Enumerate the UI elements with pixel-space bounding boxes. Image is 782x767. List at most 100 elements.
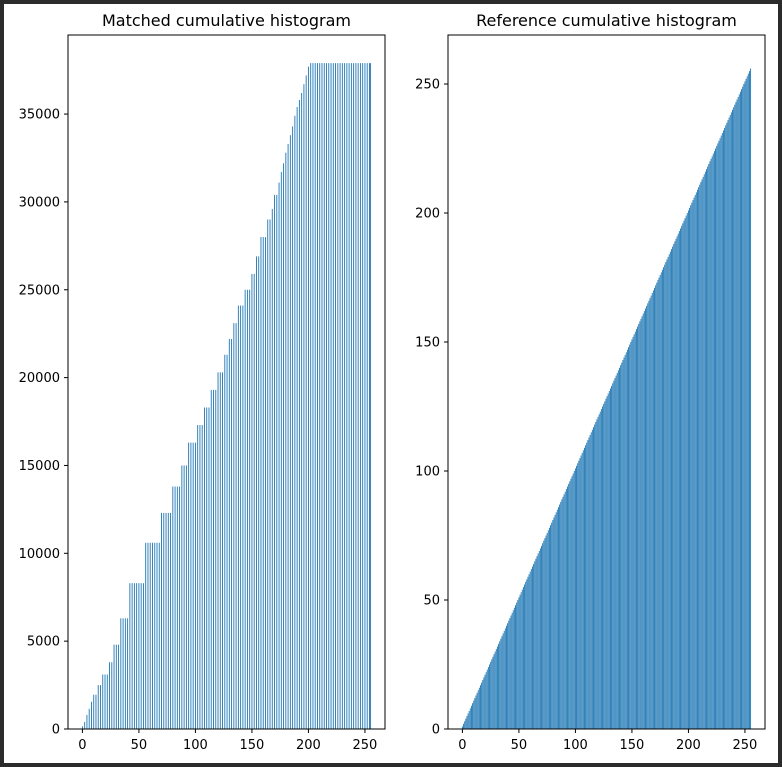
bar (167, 512, 169, 729)
bar (693, 197, 695, 730)
bar (695, 192, 697, 729)
bar (508, 620, 510, 729)
x-tick-label: 100 (183, 738, 208, 753)
bar (732, 109, 733, 729)
bar (332, 63, 334, 730)
bar (613, 380, 615, 729)
bar (548, 527, 550, 729)
bar (584, 447, 585, 729)
bar (593, 427, 594, 729)
bar (485, 672, 487, 729)
right-chart-title: Reference cumulative histogram (476, 11, 737, 30)
bar (643, 311, 645, 729)
bar (711, 156, 713, 729)
bar (545, 535, 547, 729)
bar (663, 267, 665, 729)
bar (355, 63, 357, 730)
y-tick-label: 20000 (19, 371, 60, 386)
bar (605, 398, 607, 729)
bar (602, 406, 603, 729)
bar (672, 246, 674, 730)
bar (307, 66, 309, 729)
bar (568, 483, 570, 729)
bar (573, 471, 575, 729)
bar (231, 338, 233, 729)
bar (303, 84, 305, 729)
bar (224, 354, 226, 729)
bar (698, 187, 700, 730)
bar (133, 583, 135, 729)
right-chart: Reference cumulative histogram 0 50 100 150… (415, 11, 766, 753)
bar (589, 434, 591, 729)
y-tick-label: 25000 (19, 283, 60, 298)
bar (486, 669, 488, 729)
x-tick-label: 150 (620, 738, 645, 753)
bar (615, 375, 617, 729)
bar (562, 496, 564, 729)
bar (550, 525, 552, 729)
bar (498, 643, 500, 729)
bar (738, 94, 740, 730)
bar (481, 682, 483, 729)
x-tick-label: 50 (131, 738, 148, 753)
bar (271, 208, 273, 729)
bar (364, 63, 366, 730)
bar (185, 465, 187, 729)
bar (246, 289, 248, 729)
bar (687, 210, 689, 729)
axes-frame (67, 34, 386, 730)
y-tick-label: 15000 (19, 459, 60, 474)
bar (517, 600, 519, 729)
bar (681, 225, 683, 729)
bar (649, 298, 651, 729)
bar (606, 396, 608, 729)
bar (301, 92, 303, 730)
bar (129, 583, 131, 729)
bar (233, 323, 235, 729)
bar (674, 241, 676, 729)
bar (274, 194, 275, 729)
bar (341, 63, 343, 730)
bar (321, 63, 323, 730)
bar (156, 542, 158, 729)
bar (190, 442, 192, 729)
y-tick-label: 35000 (19, 108, 60, 123)
bar (572, 473, 574, 729)
bar (567, 486, 568, 729)
bar (518, 597, 520, 729)
bar (527, 576, 529, 729)
bar (586, 442, 588, 729)
bar (594, 424, 596, 729)
bar (490, 661, 492, 729)
bar (298, 100, 300, 729)
bar (305, 75, 307, 729)
bar (138, 583, 140, 729)
bar (622, 360, 624, 729)
bar (152, 542, 153, 729)
bar (667, 256, 669, 729)
bar (658, 277, 660, 729)
bar (664, 264, 666, 729)
bar (702, 176, 704, 729)
bar (495, 649, 497, 729)
bar (471, 705, 472, 729)
bar (147, 542, 149, 729)
bar (612, 383, 614, 729)
bar (188, 442, 190, 729)
bar (743, 84, 745, 729)
bar (716, 145, 718, 729)
bar (335, 63, 336, 730)
bar (280, 172, 282, 730)
bar (717, 143, 719, 730)
bar (328, 63, 330, 730)
bar (362, 63, 364, 730)
bar (483, 677, 485, 729)
bar (519, 594, 521, 729)
bar (476, 692, 478, 729)
x-tick-label: 100 (563, 738, 588, 753)
bar (739, 91, 741, 729)
bar (176, 486, 178, 729)
bar (235, 323, 237, 729)
bar (682, 223, 684, 729)
bar (492, 656, 494, 729)
